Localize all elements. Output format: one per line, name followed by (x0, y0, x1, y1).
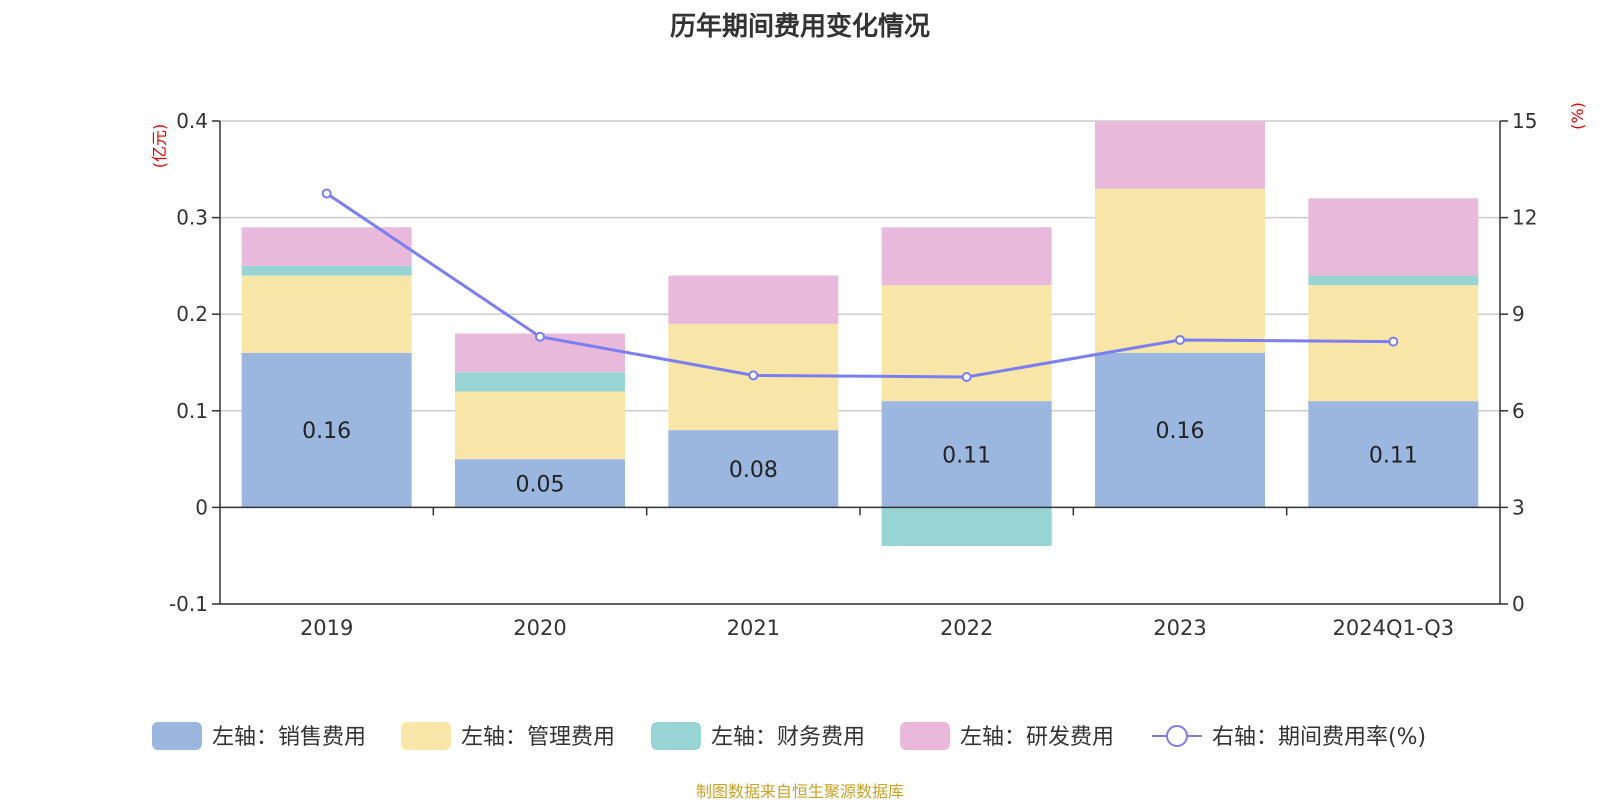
left-tick-label: 0.2 (176, 302, 208, 326)
bar-value-label: 0.05 (516, 472, 565, 497)
right-tick-label: 0 (1512, 592, 1525, 616)
bar-2-5 (1308, 275, 1479, 286)
left-tick-label: -0.1 (169, 592, 208, 616)
right-tick-label: 9 (1512, 302, 1525, 326)
bar-value-label: 0.11 (942, 443, 991, 468)
bar-3-4 (1095, 121, 1265, 189)
legend-circle-icon (1166, 725, 1188, 747)
legend-label-1: 左轴：管理费用 (461, 725, 615, 750)
rate-point (321, 188, 332, 199)
bar-2-0 (241, 265, 412, 276)
x-tick-label: 2024Q1-Q3 (1333, 616, 1455, 640)
axes: -0.1 0 0.1 0.2 0.3 0.4 0 3 6 9 12 15 2019 2020 2021 202… (150, 102, 1587, 640)
x-tick-label: 2020 (513, 616, 566, 640)
left-axis-unit: (亿元) (150, 124, 169, 169)
line-series (321, 188, 1399, 382)
legend-swatch-2 (651, 722, 701, 750)
bar-0-1 (455, 459, 625, 508)
legend-label-3: 左轴：研发费用 (960, 725, 1114, 750)
legend-swatch-0 (152, 722, 202, 750)
right-axis-unit: (%) (1568, 102, 1587, 130)
x-tick-label: 2021 (727, 616, 780, 640)
bar-0-4 (1095, 352, 1265, 508)
rate-line (325, 192, 1394, 379)
left-tick-label: 0 (195, 495, 208, 519)
bar-value-label: 0.11 (1369, 443, 1418, 468)
bar-0-5 (1308, 401, 1479, 508)
right-tick-label: 15 (1512, 109, 1537, 133)
bar-labels: 0.16 0.05 0.08 0.11 0.16 0.11 (302, 419, 1418, 497)
bar-2-1 (455, 372, 625, 392)
bar-1-0 (241, 275, 412, 353)
bar-1-3 (881, 285, 1052, 402)
rate-point (748, 370, 759, 381)
x-tick-label: 2022 (940, 616, 993, 640)
bar-3-2 (668, 275, 839, 324)
legend-label-0: 左轴：销售费用 (212, 725, 366, 750)
bar-0-2 (668, 430, 839, 508)
rate-point (1175, 334, 1185, 345)
legend: 左轴：销售费用 左轴：管理费用 左轴：财务费用 左轴：研发费用 右轴：期间费用率(%) (152, 722, 1426, 750)
x-tick-label: 2023 (1153, 616, 1206, 640)
bar-0-0 (241, 352, 412, 508)
chart-title: 历年期间费用变化情况 (669, 12, 930, 42)
legend-swatch-3 (900, 722, 950, 750)
bar-1-4 (1095, 188, 1265, 353)
legend-label-2: 左轴：财务费用 (711, 725, 865, 750)
bars (241, 121, 1479, 547)
left-tick-label: 0.4 (176, 109, 208, 133)
bar-1-1 (455, 391, 625, 460)
bar-value-label: 0.08 (729, 458, 778, 483)
legend-label-4: 右轴：期间费用率(%) (1212, 725, 1426, 750)
source-note: 制图数据来自恒生聚源数据库 (695, 782, 904, 801)
rate-point (1388, 336, 1399, 347)
grid (220, 120, 1500, 605)
x-tick-label: 2019 (300, 616, 353, 640)
bar-value-label: 0.16 (302, 419, 351, 444)
left-tick-label: 0.3 (176, 206, 208, 230)
right-tick-label: 12 (1512, 206, 1537, 230)
rate-point (961, 371, 972, 382)
bar-3-3 (881, 227, 1052, 286)
bar-2-3 (881, 507, 1052, 547)
bar-0-3 (881, 401, 1052, 508)
bar-3-5 (1308, 198, 1479, 276)
bar-value-label: 0.16 (1156, 419, 1205, 444)
right-tick-label: 3 (1512, 495, 1525, 519)
legend-swatch-1 (401, 722, 451, 750)
left-tick-label: 0.1 (176, 399, 208, 423)
right-tick-label: 6 (1512, 399, 1525, 423)
bar-3-0 (241, 227, 412, 266)
rate-point (535, 331, 545, 342)
